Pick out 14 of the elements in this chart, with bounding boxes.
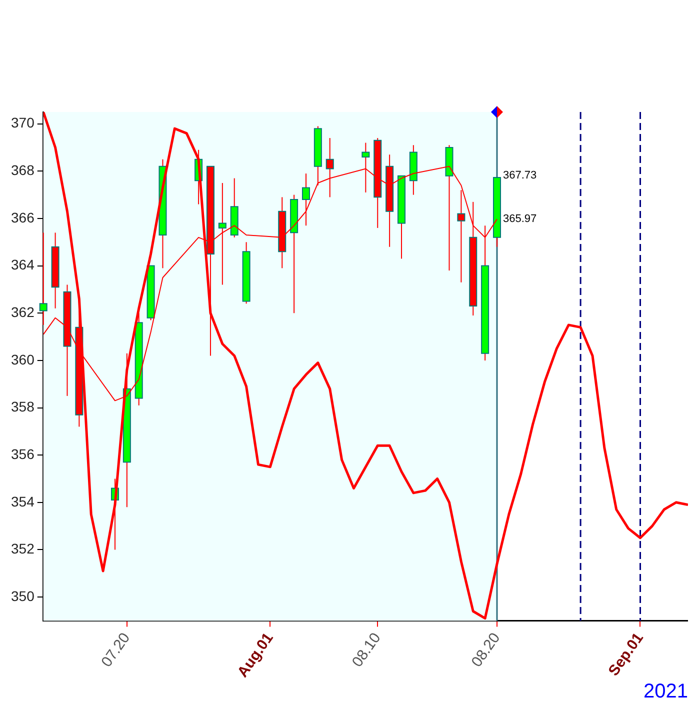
- y-tick-label: 356: [11, 446, 35, 462]
- y-tick-label: 370: [11, 114, 35, 131]
- y-tick-label: 352: [11, 540, 35, 557]
- y-tick-label: 354: [11, 493, 35, 510]
- y-tick-label: 362: [11, 304, 35, 320]
- x-axis-title: 2021: [644, 680, 688, 703]
- y-tick-label: 358: [11, 398, 35, 415]
- y-tick-label: 364: [11, 256, 35, 273]
- y-tick-label: 368: [11, 162, 35, 178]
- annotation: 367.73: [502, 170, 537, 182]
- y-tick-label: 360: [11, 351, 35, 368]
- y-tick-label: 366: [11, 209, 35, 226]
- annotation: 365.97: [502, 213, 537, 226]
- y-tick-label: 350: [11, 588, 35, 604]
